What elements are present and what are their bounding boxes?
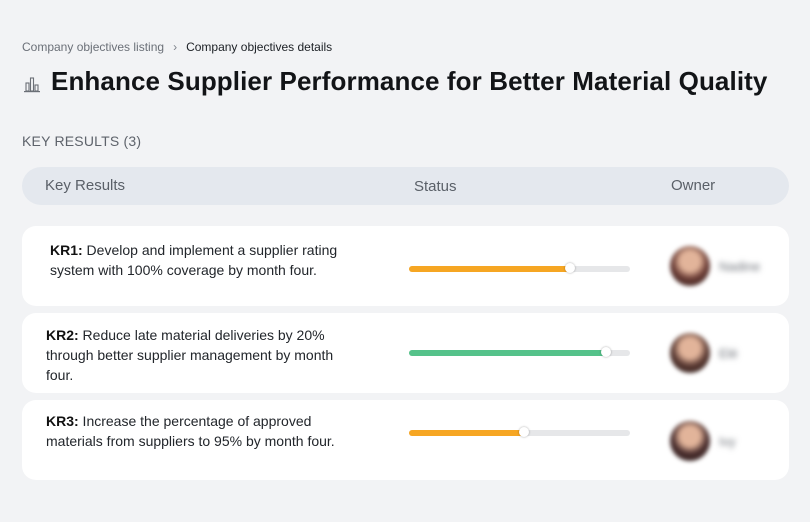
key-result-description: KR3: Increase the percentage of approved… — [46, 411, 356, 451]
key-results-count-label: KEY RESULTS (3) — [22, 133, 142, 149]
key-result-code: KR1: — [50, 242, 83, 258]
avatar — [670, 333, 710, 373]
key-result-row[interactable]: KR3: Increase the percentage of approved… — [22, 400, 789, 480]
column-header-key-results: Key Results — [45, 177, 126, 194]
key-result-text: Develop and implement a supplier rating … — [50, 242, 338, 278]
key-result-code: KR3: — [46, 413, 79, 429]
key-result-text: Increase the percentage of approved mate… — [46, 413, 335, 449]
column-header-status: Status — [414, 178, 457, 195]
page-title: Enhance Supplier Performance for Better … — [51, 66, 768, 96]
owner[interactable]: Ivy — [670, 421, 736, 461]
key-result-description: KR2: Reduce late material deliveries by … — [46, 325, 356, 385]
key-result-text: Reduce late material deliveries by 20% t… — [46, 327, 334, 383]
status-progress-bar — [409, 427, 630, 437]
breadcrumb-chevron-icon: › — [173, 40, 178, 54]
breadcrumb: Company objectives listing › Company obj… — [22, 40, 332, 54]
progress-fill — [409, 350, 606, 356]
key-result-row[interactable]: KR1: Develop and implement a supplier ra… — [22, 226, 789, 306]
avatar — [670, 421, 710, 461]
building-chart-icon — [22, 73, 42, 93]
progress-handle — [518, 427, 529, 437]
status-progress-bar — [409, 347, 630, 357]
key-result-row[interactable]: KR2: Reduce late material deliveries by … — [22, 313, 789, 393]
progress-fill — [409, 266, 571, 272]
owner-name: Ivy — [719, 433, 736, 449]
progress-handle — [565, 263, 576, 273]
owner[interactable]: Nadine — [670, 246, 760, 286]
avatar — [670, 246, 710, 286]
key-result-code: KR2: — [46, 327, 79, 343]
owner-name: Elé — [719, 345, 738, 361]
breadcrumb-current: Company objectives details — [186, 40, 333, 54]
column-header-owner: Owner — [671, 177, 716, 194]
owner[interactable]: Elé — [670, 333, 738, 373]
progress-handle — [600, 347, 611, 357]
key-result-description: KR1: Develop and implement a supplier ra… — [50, 240, 370, 280]
key-results-table-header: Key Results Status Owner — [22, 167, 789, 205]
status-progress-bar — [409, 263, 630, 273]
owner-name: Nadine — [719, 258, 761, 274]
objective-header: Enhance Supplier Performance for Better … — [22, 66, 767, 97]
progress-fill — [409, 430, 524, 436]
breadcrumb-parent-link[interactable]: Company objectives listing — [22, 40, 165, 54]
